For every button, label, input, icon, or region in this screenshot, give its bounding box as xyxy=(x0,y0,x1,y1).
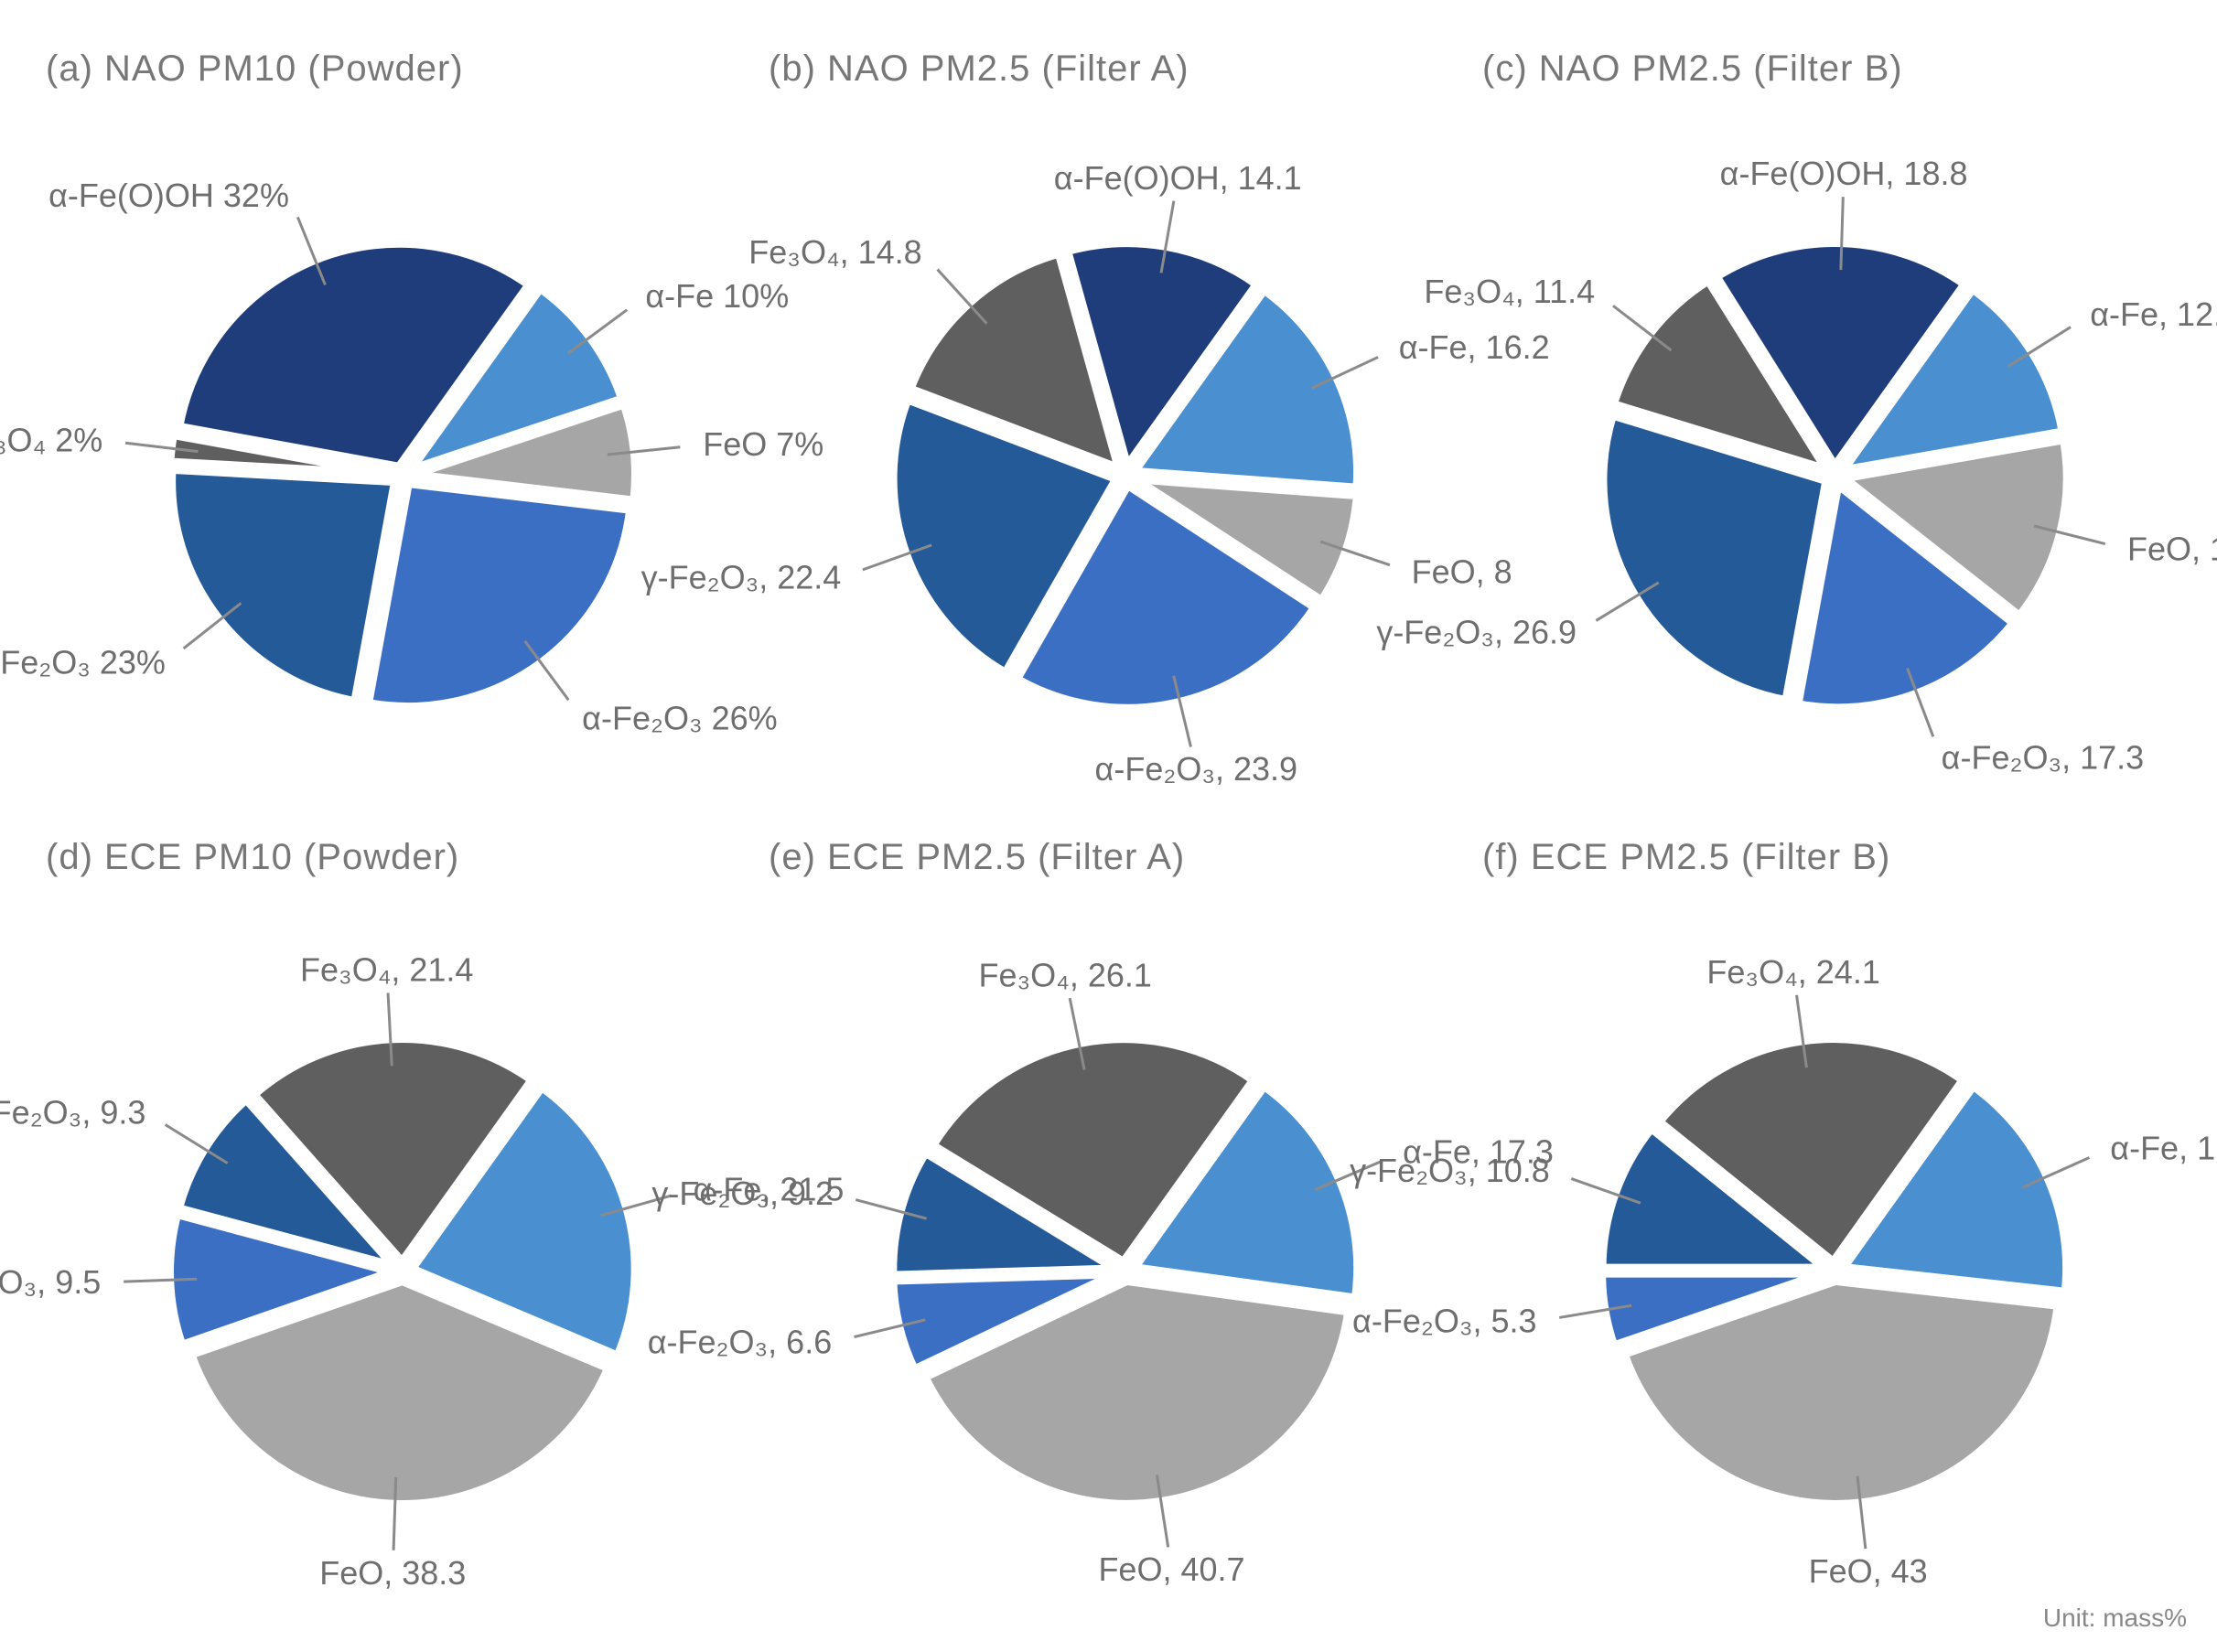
panel-title-e: (e) ECE PM2.5 (Filter A) xyxy=(769,837,1185,877)
leader-line xyxy=(862,543,932,572)
unit-note: Unit: mass% xyxy=(2043,1604,2187,1632)
slice-label: Fe₃O₄, 14.8 xyxy=(748,233,921,271)
leader-line xyxy=(1906,667,1935,737)
slice-label: γ-Fe₂O₃, 9.2 xyxy=(651,1175,834,1212)
slice-label: FeO, 38.3 xyxy=(319,1554,466,1592)
slice-label: FeO 7% xyxy=(703,425,823,463)
slice-label: γ-Fe₂O₃, 26.9 xyxy=(1376,613,1577,650)
panel-f: (f) ECE PM2.5 (Filter B) α-Fe, 16.9 FeO, … xyxy=(1350,837,2217,1590)
panel-a: (a) NAO PM10 (Powder) α-Fe 10% FeO 7% α-Fe… xyxy=(0,48,823,736)
slice-label: α-Fe₂O₃, 23.9 xyxy=(1095,750,1298,788)
panel-title-f: (f) ECE PM2.5 (Filter B) xyxy=(1482,837,1890,877)
leader-line xyxy=(600,1194,672,1218)
slice-label: γ-Fe₂O₃ 23% xyxy=(0,643,166,681)
slice-label: α-Fe₂O₃, 6.6 xyxy=(648,1323,833,1360)
pie-slice-g-Fe2O3 xyxy=(167,464,401,707)
panel-d: (d) ECE PM10 (Powder) α-Fe, 21.5 FeO, 38.… xyxy=(0,837,844,1592)
slice-label: γ-Fe₂O₃, 22.4 xyxy=(641,558,842,595)
slice-label: α-Fe, 16.9 xyxy=(2110,1129,2217,1166)
slice-label: α-Fe 10% xyxy=(645,277,789,315)
leader-line xyxy=(2007,326,2072,368)
leader-line xyxy=(164,1123,229,1164)
slice-label: α-Fe(O)OH, 14.1 xyxy=(1054,159,1302,197)
leader-line xyxy=(1612,305,1673,352)
leader-line xyxy=(1595,581,1660,622)
leader-line xyxy=(854,1318,926,1339)
panel-title-c: (c) NAO PM2.5 (Filter B) xyxy=(1482,48,1903,89)
slice-label: Fe₃O₄, 26.1 xyxy=(978,957,1151,994)
leader-line xyxy=(1839,197,1845,271)
leader-line xyxy=(855,1198,927,1220)
leader-line xyxy=(392,1476,398,1550)
leader-line xyxy=(1319,540,1391,567)
slice-label: FeO, 43 xyxy=(1809,1552,1928,1590)
leader-line xyxy=(1311,356,1379,390)
leader-line xyxy=(124,441,199,454)
slice-label: α-Fe(O)OH, 18.8 xyxy=(1720,155,1968,192)
leader-line xyxy=(296,216,327,286)
slice-label: α-Fe₂O₃, 5.3 xyxy=(1352,1303,1537,1340)
slice-label: FeO, 40.7 xyxy=(1098,1550,1244,1588)
leader-line xyxy=(936,268,988,325)
slice-label: α-Fe, 12.4 xyxy=(2090,295,2217,333)
slice-label: γ-Fe₂O₃, 9.3 xyxy=(0,1093,145,1131)
panel-b: (b) NAO PM2.5 (Filter A) α-Fe, 16.2 FeO, … xyxy=(641,48,1550,788)
leader-line xyxy=(1570,1177,1641,1205)
pie-slice-a-Fe2O3 xyxy=(363,478,636,712)
slice-label: Fe₃O₄, 24.1 xyxy=(1706,953,1879,991)
slice-label: Fe₃O₄, 21.4 xyxy=(300,950,473,988)
leader-line xyxy=(2021,1156,2091,1189)
slice-label: α-Fe, 17.3 xyxy=(1403,1132,1554,1170)
leader-line xyxy=(182,602,242,650)
panel-c: (c) NAO PM2.5 (Filter B) α-Fe, 12.4 FeO, … xyxy=(1376,48,2217,777)
leader-line xyxy=(386,992,393,1067)
slice-label: α-Fe₂O₃, 9.5 xyxy=(0,1263,101,1301)
leader-line xyxy=(1068,997,1086,1070)
panel-title-b: (b) NAO PM2.5 (Filter A) xyxy=(769,48,1189,89)
slice-label: α-Fe₂O₃, 17.3 xyxy=(1942,739,2145,777)
leader-line xyxy=(1558,1303,1632,1319)
leader-line xyxy=(1159,200,1176,274)
leader-line xyxy=(523,640,570,702)
leader-line xyxy=(1856,1475,1867,1550)
leader-line xyxy=(1172,675,1192,747)
slice-label: FeO, 13.4 xyxy=(2127,531,2217,568)
leader-line xyxy=(124,1277,198,1283)
panel-e: (e) ECE PM2.5 (Filter A) α-Fe, 17.3 FeO, … xyxy=(648,837,1554,1588)
leader-line xyxy=(2033,524,2106,545)
panel-title-d: (d) ECE PM10 (Powder) xyxy=(46,837,459,877)
leader-line xyxy=(567,308,629,355)
slice-label: FeO, 8 xyxy=(1412,553,1512,591)
leader-line xyxy=(1155,1475,1170,1548)
slice-label: Fe₃O₄ 2% xyxy=(0,421,102,458)
leader-line xyxy=(607,445,681,456)
leader-line xyxy=(1795,994,1808,1068)
slice-label: α-Fe, 21.5 xyxy=(694,1170,845,1207)
panel-title-a: (a) NAO PM10 (Powder) xyxy=(46,48,464,89)
slice-label: α-Fe₂O₃ 26% xyxy=(582,699,778,736)
leader-line xyxy=(1314,1159,1383,1192)
slice-label: α-Fe, 16.2 xyxy=(1399,328,1550,366)
slice-label: γ-Fe₂O₃, 10.8 xyxy=(1350,1152,1550,1189)
slice-label: Fe₃O₄, 11.4 xyxy=(1424,273,1595,310)
slice-label: α-Fe(O)OH 32% xyxy=(48,177,289,214)
